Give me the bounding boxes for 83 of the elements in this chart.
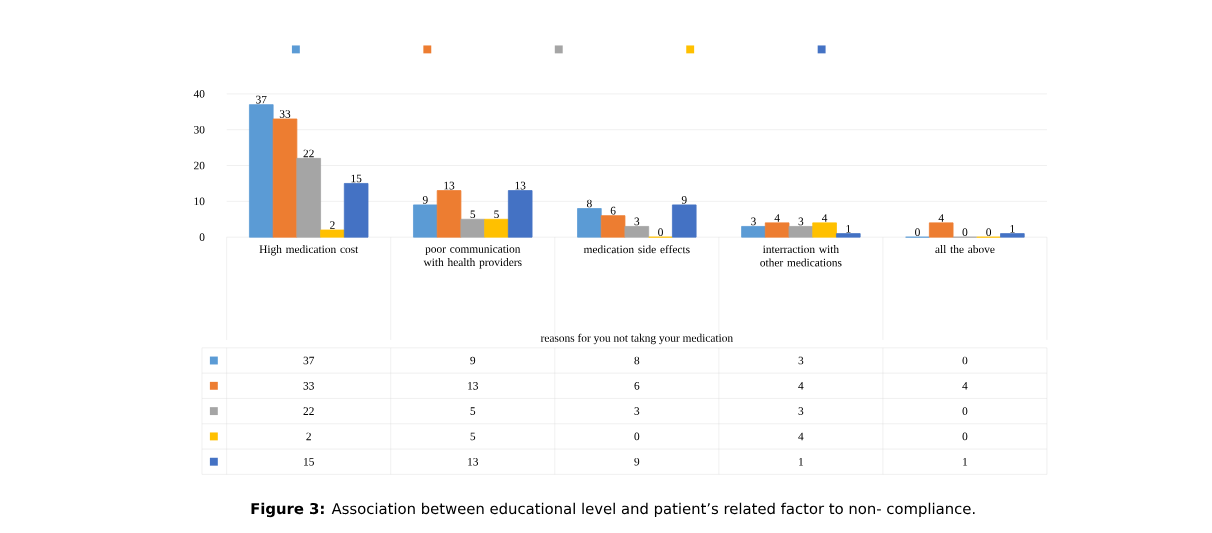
text: 0 (915, 228, 920, 237)
bar (600, 215, 626, 238)
bar (741, 226, 766, 238)
data-label: 3 (634, 407, 640, 416)
bar (764, 222, 790, 238)
bar (672, 204, 697, 238)
text: 0 (986, 228, 992, 237)
text: 9 (681, 196, 687, 204)
bar (812, 222, 837, 238)
bar (460, 219, 486, 238)
bar (577, 208, 602, 238)
data-label: 37 (303, 356, 315, 365)
bar (624, 226, 650, 238)
bar (928, 222, 954, 238)
bar (320, 229, 345, 238)
text: 4 (938, 214, 944, 222)
data-label: 13 (468, 382, 479, 390)
text: Figure 3: Association between educational level and patient’s related factor to non- compliance. (251, 502, 975, 518)
data-label: 3 (798, 407, 804, 416)
data-label: 15 (304, 458, 314, 466)
text: 1 (846, 225, 851, 233)
text: 0 (962, 228, 968, 237)
x-tick-label: medication side effects (583, 245, 690, 254)
x-tick-label: poor communication with health providers (423, 245, 522, 269)
text: 9 (422, 196, 428, 204)
data-label: 1 (799, 458, 804, 466)
y-tick-label: 20 (194, 161, 205, 170)
y-tick-label: 40 (193, 90, 205, 98)
data-label: 9 (634, 458, 640, 466)
text: 3 (751, 217, 756, 226)
bar (1000, 233, 1025, 238)
bar (788, 226, 814, 238)
text: 13 (444, 181, 455, 190)
data-label: 4 (962, 382, 968, 390)
text: 1 (1010, 225, 1015, 233)
bar (484, 219, 509, 238)
text: 13 (515, 181, 526, 190)
bar (413, 204, 438, 238)
bar (507, 190, 533, 238)
x-tick-label: interraction with other medications (760, 245, 842, 267)
x-tick-label: High medication cost (259, 245, 359, 256)
bar (249, 104, 274, 238)
data-label: 5 (470, 432, 476, 441)
text: 22 (303, 149, 314, 158)
data-label: 33 (303, 382, 314, 390)
text: 0 (658, 228, 663, 237)
data-label: 0 (962, 432, 968, 441)
text: 33 (279, 110, 291, 118)
text: 5 (494, 210, 499, 219)
text: 3 (798, 217, 804, 226)
data-label: 4 (798, 432, 804, 441)
text: reasons for you not takng your medication (540, 333, 733, 345)
data-label: 5 (470, 407, 476, 416)
x-tick-label: all the above (935, 245, 995, 254)
data-label: 6 (634, 382, 640, 390)
data-label: 1 (963, 458, 968, 466)
text: 8 (586, 199, 592, 208)
text: 37 (256, 95, 267, 104)
y-tick-label: 0 (199, 233, 205, 242)
data-label: 9 (470, 356, 476, 365)
text: 2 (330, 221, 335, 229)
bar (272, 118, 298, 238)
text: 4 (821, 214, 828, 222)
text: 4 (774, 214, 780, 222)
text: 5 (470, 210, 476, 219)
bar (296, 158, 321, 238)
data-label: 0 (962, 356, 968, 365)
data-label: 13 (468, 458, 479, 466)
data-label: 3 (798, 356, 804, 365)
text: 15 (351, 174, 362, 183)
data-label: 0 (962, 407, 968, 416)
bar (343, 183, 369, 238)
y-tick-label: 30 (194, 126, 205, 134)
text: 3 (634, 217, 640, 226)
data-label: 8 (634, 356, 640, 365)
data-label: 0 (634, 432, 640, 441)
data-label: 4 (798, 382, 804, 390)
data-label: 22 (303, 407, 314, 416)
text: 6 (610, 207, 616, 215)
y-tick-label: 10 (194, 197, 205, 206)
bar (836, 233, 861, 238)
bar (436, 190, 462, 238)
data-label: 2 (306, 432, 311, 441)
